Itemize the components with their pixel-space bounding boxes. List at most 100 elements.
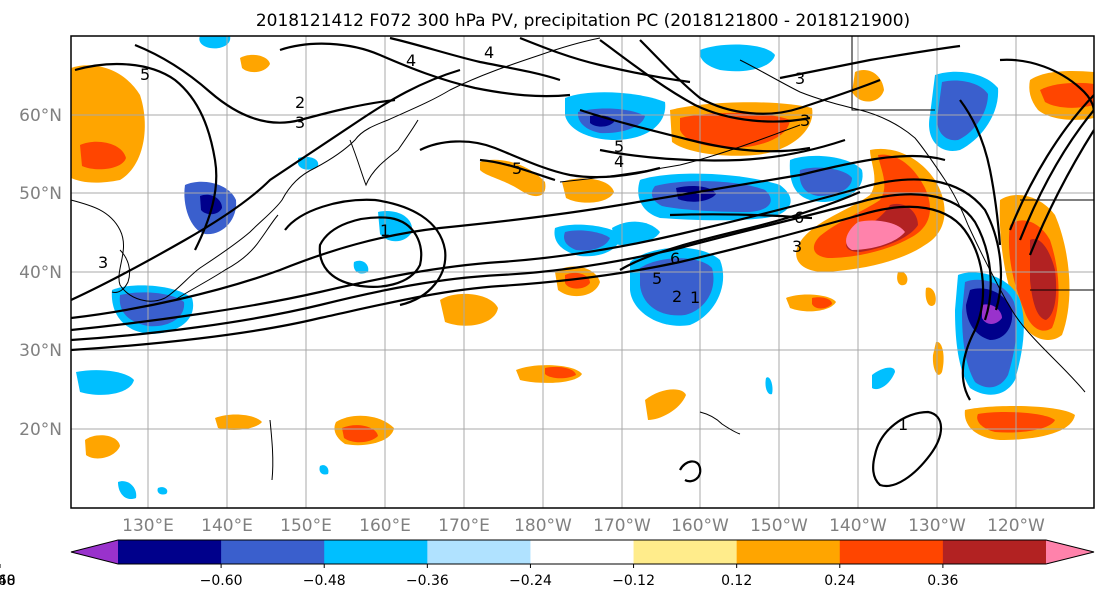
colorbar-tick-label: 0.12	[721, 573, 752, 589]
colorbar-tick-label: 0.48	[0, 573, 16, 589]
pv-contour	[639, 39, 881, 115]
pv-contour	[71, 205, 985, 401]
lon-label: 170°W	[593, 516, 651, 536]
coastline-islands	[269, 419, 274, 481]
longitude-axis: 130°E 140°E 150°E 160°E 170°E 180°W 170°…	[122, 516, 1045, 536]
pv-contour	[74, 62, 218, 251]
contour-label: 4	[614, 152, 624, 171]
shade-neg-region	[872, 367, 895, 390]
shade-pos-region	[80, 141, 126, 170]
pv-contour	[579, 108, 811, 153]
pv-contour	[279, 42, 571, 98]
lon-label: 140°E	[201, 516, 253, 536]
lon-label: 150°E	[280, 516, 332, 536]
colorbar-tick-label: −0.36	[406, 573, 449, 589]
pv-contour	[599, 138, 846, 162]
coastline-kamchatka	[349, 119, 419, 187]
pv-contour	[519, 36, 691, 84]
colorbar-extend-min	[71, 540, 118, 564]
pv-contour	[389, 36, 561, 82]
contour-label: 3	[800, 111, 810, 130]
colorbar-outline	[70, 539, 1095, 565]
pv-contour	[71, 68, 461, 301]
pv-contour	[71, 178, 1003, 332]
lat-label: 60°N	[19, 106, 62, 126]
shade-pos-region	[846, 220, 905, 250]
pv-contour	[872, 410, 943, 488]
contour-label: 2	[295, 93, 305, 112]
contour-label: 6	[670, 249, 680, 268]
colorbar-tick-label: 0.24	[824, 573, 855, 589]
coastline-japan	[174, 214, 279, 301]
pv-contour	[479, 158, 556, 182]
lon-label: 170°E	[438, 516, 490, 536]
pv-contour	[619, 190, 861, 271]
contour-label: 5	[512, 159, 522, 178]
pv-contour	[71, 154, 946, 320]
latitude-axis: 60°N 50°N 40°N 30°N 20°N	[19, 106, 62, 440]
contour-label: 4	[406, 51, 416, 70]
shade-pos-region	[645, 389, 686, 420]
shade-pos-region	[812, 297, 832, 309]
contour-label: 4	[484, 43, 494, 62]
shade-neg-region	[799, 167, 852, 196]
colorbar-tick-label: −0.48	[303, 573, 346, 589]
shade-neg-region	[76, 370, 134, 395]
colorbar-segment	[839, 540, 944, 564]
lat-label: 50°N	[19, 184, 62, 204]
shade-pos-region	[562, 178, 614, 203]
coastline-borders	[851, 36, 935, 111]
contour-label: 3	[98, 253, 108, 272]
shade-pos-region	[897, 271, 908, 286]
lon-label: 140°W	[829, 516, 887, 536]
pv-contour	[134, 43, 396, 124]
contour-label: 3	[295, 113, 305, 132]
coastlines	[71, 36, 1094, 481]
coastline-na-west	[967, 224, 1086, 393]
shade-pos-region	[85, 435, 120, 459]
lon-label: 130°W	[908, 516, 966, 536]
coastline-east-siberia	[387, 37, 601, 121]
colorbar-segment	[736, 540, 841, 564]
coastline-asia	[71, 119, 389, 302]
lon-label: 150°W	[750, 516, 808, 536]
shade-neg-region	[200, 194, 222, 215]
lat-label: 40°N	[19, 263, 62, 283]
contour-label: 6	[794, 208, 804, 227]
pv-contour	[669, 213, 813, 220]
contour-label: 1	[690, 288, 700, 307]
shade-pos-region	[1030, 239, 1057, 320]
pv-contour	[679, 460, 702, 483]
pv-contour	[599, 39, 811, 123]
colorbar-segment	[530, 540, 635, 564]
shade-neg-region	[319, 465, 329, 475]
colorbar-ticks: −0.60 −0.48 −0.36 −0.24 −0.12 0.12 0.24 0.36 0.4…	[0, 564, 959, 589]
pv-contour	[1028, 129, 1094, 256]
shade-neg-region	[118, 481, 137, 500]
shade-pos-region	[440, 293, 498, 326]
pv-contour	[284, 198, 447, 307]
shade-pos-region	[565, 272, 590, 289]
contour-label: 1	[898, 415, 908, 434]
contour-label: 1	[380, 221, 390, 240]
lat-label: 20°N	[19, 420, 62, 440]
colorbar-segment	[633, 540, 738, 564]
lat-label: 30°N	[19, 341, 62, 361]
contour-label: 5	[652, 269, 662, 288]
graticule	[71, 36, 1094, 508]
colorbar-extend-max	[1046, 540, 1094, 564]
shade-neg-region	[612, 221, 660, 246]
colorbar-segment	[118, 540, 222, 564]
shade-neg-region	[298, 156, 319, 170]
colorbar-tick-label: 0.60	[0, 573, 16, 589]
pv-contour	[959, 99, 1002, 246]
lon-label: 130°E	[122, 516, 174, 536]
pv-contour	[318, 216, 423, 288]
contour-label: 2	[672, 287, 682, 306]
pv-contour-labels: 1 1 1 2 2 3 3 3 3 3 4 4 4 5 5 5 5 6 6	[98, 43, 908, 434]
pv-contour	[1018, 109, 1094, 241]
colorbar-tick-label: −0.60	[200, 573, 243, 589]
contour-label: 5	[140, 65, 150, 84]
colorbar-segment	[221, 540, 325, 564]
pv-contour	[1008, 94, 1094, 231]
